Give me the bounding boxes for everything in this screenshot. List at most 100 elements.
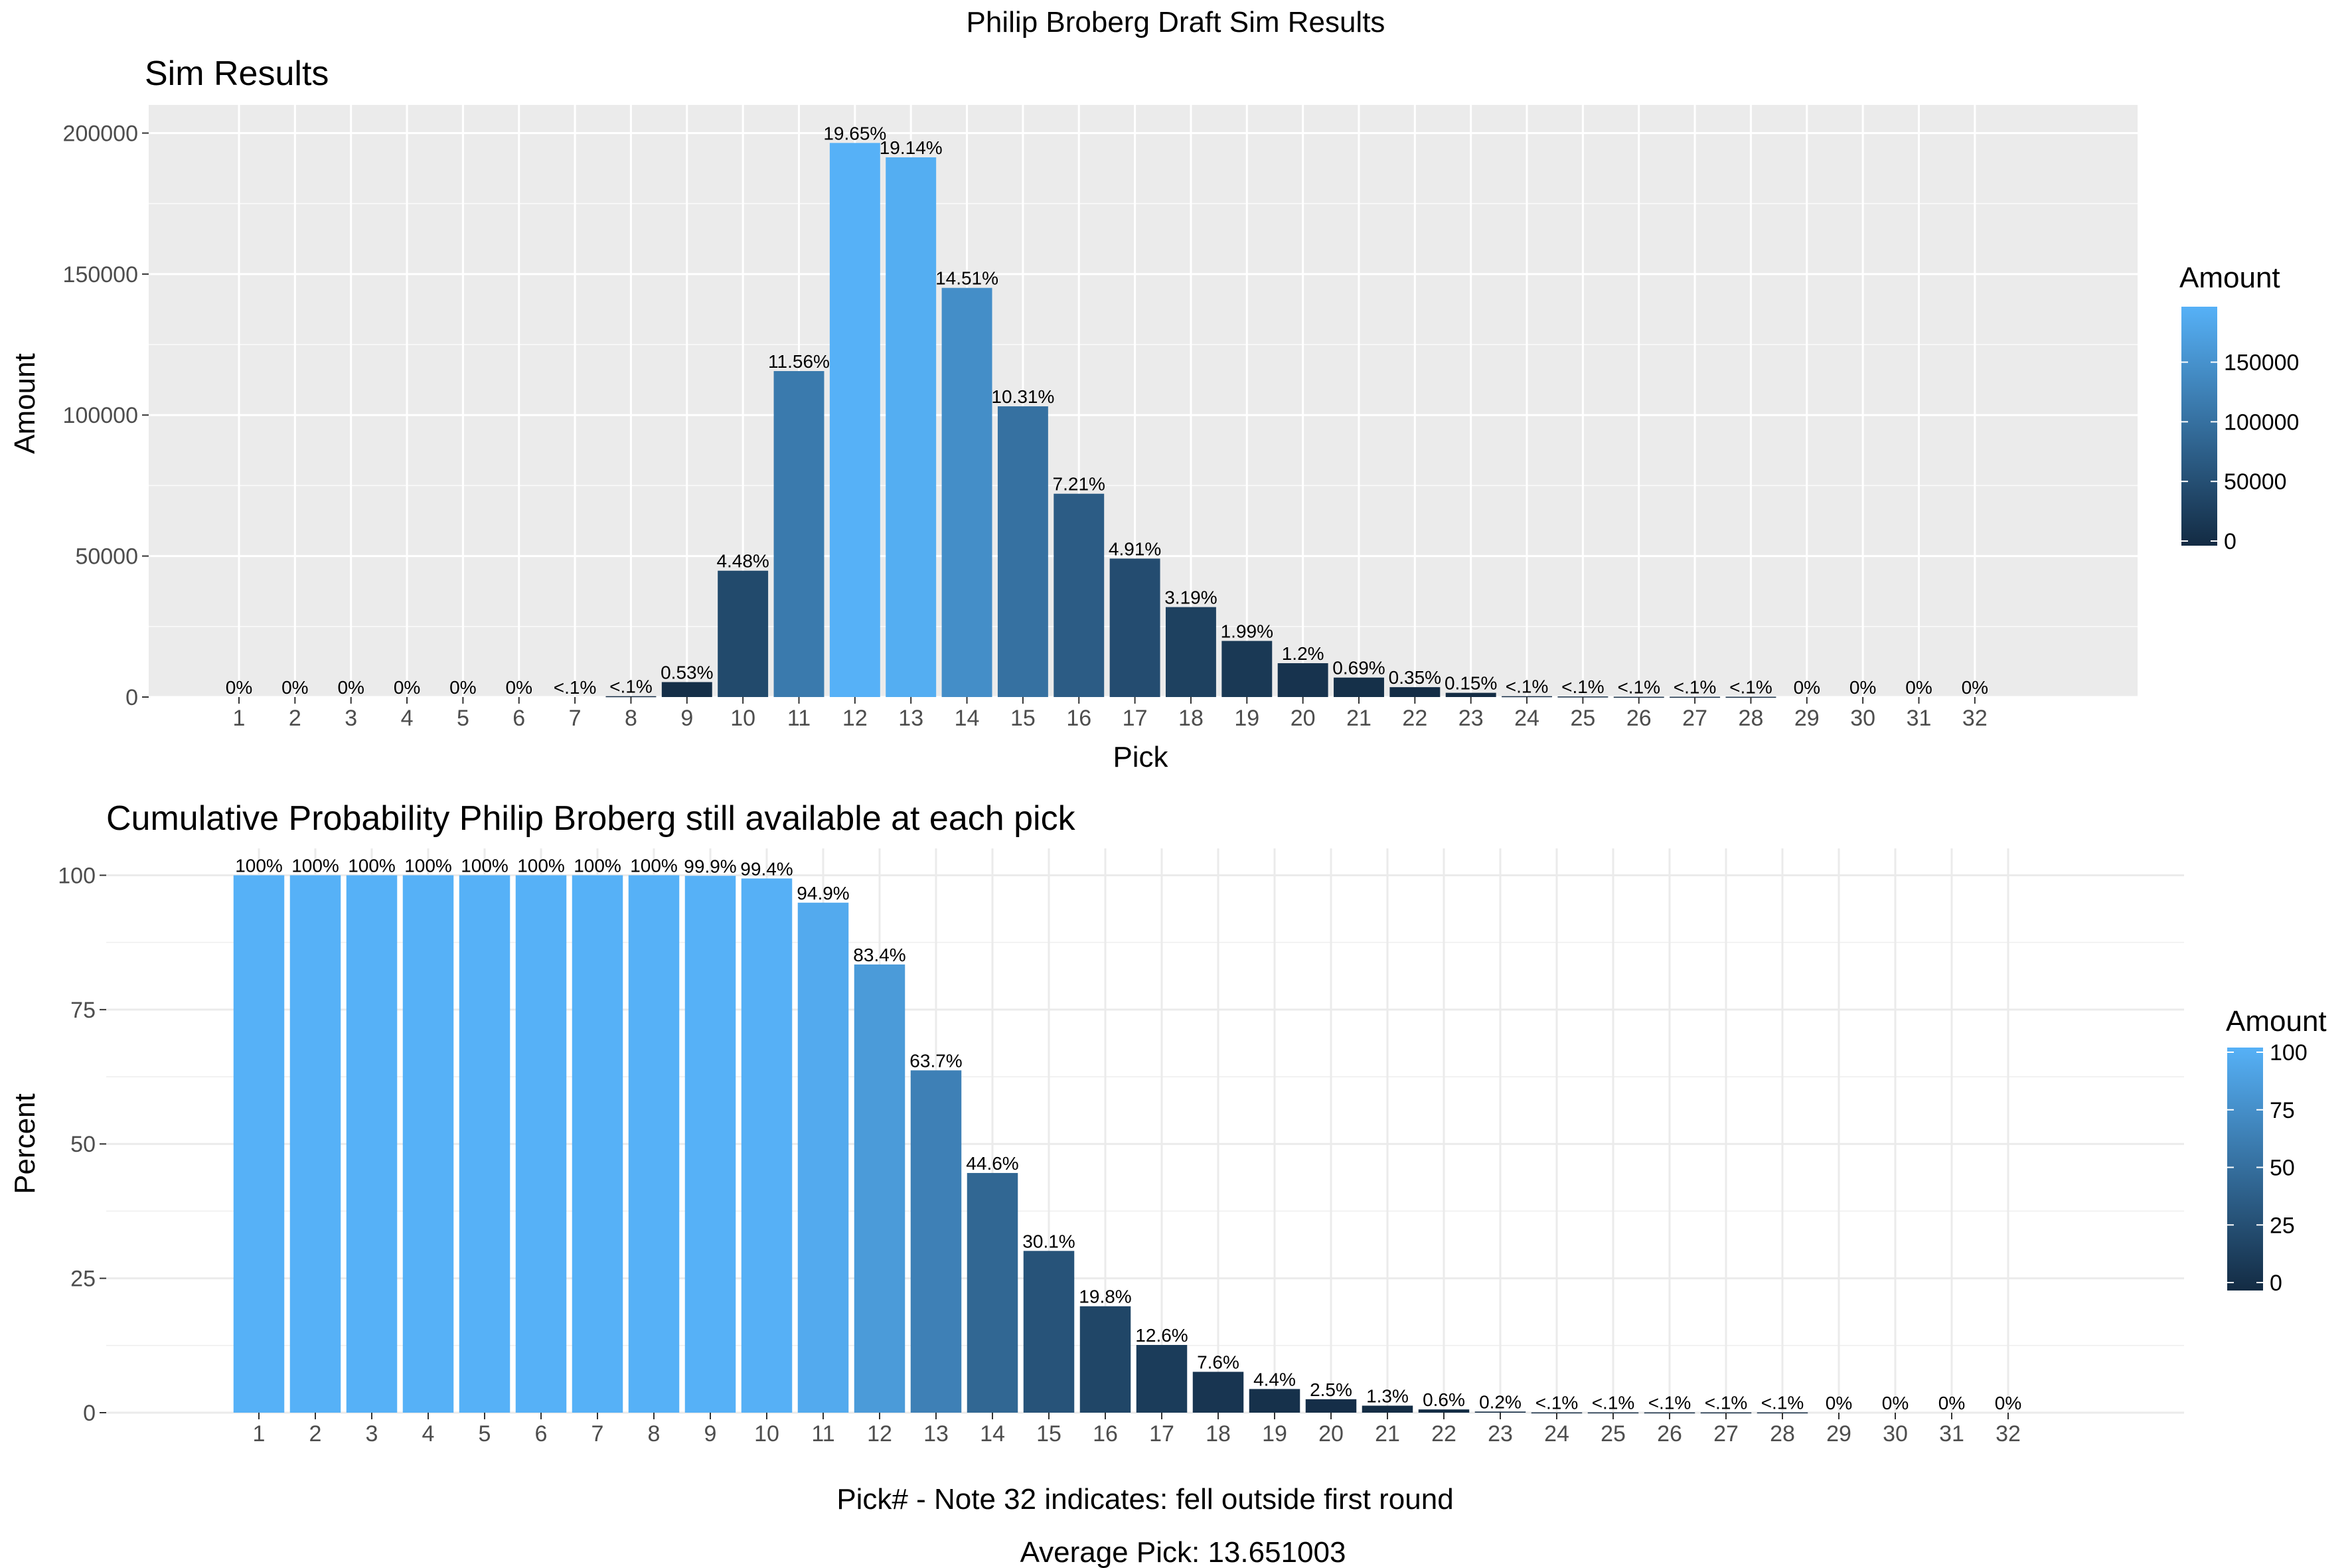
bar-label-5: 0% <box>449 677 476 698</box>
bar-label-8: 100% <box>630 855 678 876</box>
bar-label-6: 100% <box>517 855 565 876</box>
legend-tick-label: 100 <box>2270 1040 2308 1065</box>
x-tick-label: 29 <box>1794 706 1820 731</box>
x-tick-label: 26 <box>1657 1421 1682 1447</box>
bar-label-7: 100% <box>574 855 621 876</box>
x-tick-label: 7 <box>569 706 582 731</box>
x-tick-label: 27 <box>1713 1421 1739 1447</box>
bar-12 <box>854 964 905 1413</box>
bar-22 <box>1389 687 1441 697</box>
x-tick-label: 19 <box>1234 706 1259 731</box>
bar-label-16: 7.21% <box>1053 474 1105 495</box>
bar-24 <box>1502 696 1553 698</box>
y-axis-label: Percent <box>9 1093 41 1194</box>
bar-label-9: 99.9% <box>684 856 736 876</box>
x-tick-label: 24 <box>1514 706 1539 731</box>
bar-18 <box>1165 607 1216 697</box>
y-tick-label: 100000 <box>63 403 138 428</box>
legend-tick-label: 0 <box>2270 1271 2282 1296</box>
y-axis-label: Amount <box>9 353 41 454</box>
bar-label-28: <.1% <box>1729 677 1772 698</box>
legend-tick-label: 100000 <box>2224 410 2299 435</box>
legend-title: Amount <box>2179 262 2280 294</box>
bar-label-22: 0.6% <box>1423 1389 1465 1410</box>
bar-9 <box>684 876 736 1413</box>
x-tick-label: 3 <box>366 1421 378 1447</box>
x-tick-label: 22 <box>1431 1421 1456 1447</box>
bar-17 <box>1136 1345 1188 1413</box>
x-tick-label: 13 <box>898 706 923 731</box>
bars <box>605 143 1776 698</box>
x-tick-label: 1 <box>233 706 246 731</box>
x-tick-label: 9 <box>680 706 693 731</box>
legend-ticks: 0 50000 100000 150000 <box>2181 351 2299 554</box>
y-tick-label: 50 <box>70 1132 96 1157</box>
x-tick-label: 8 <box>625 706 637 731</box>
bar-23 <box>1445 692 1496 697</box>
legend-tick-label: 0 <box>2224 529 2236 554</box>
bar-20 <box>1305 1399 1357 1413</box>
x-tick-label: 22 <box>1402 706 1427 731</box>
bar-label-12: 83.4% <box>853 945 905 965</box>
y-tick-label: 75 <box>70 998 96 1023</box>
bar-label-13: 63.7% <box>909 1050 962 1071</box>
bar-9 <box>661 682 712 697</box>
bar-11 <box>773 370 824 697</box>
legend-colorbar <box>2227 1048 2263 1291</box>
bar-label-32: 0% <box>1962 677 1988 698</box>
bar-14 <box>967 1172 1018 1413</box>
legend: Amount 0 25 50 75 100 <box>2226 1005 2327 1296</box>
bar-label-6: 0% <box>506 677 532 698</box>
legend-title: Amount <box>2226 1005 2327 1038</box>
bar-13 <box>910 1070 962 1413</box>
x-tick-label: 11 <box>787 706 811 731</box>
x-tick-label: 16 <box>1066 706 1091 731</box>
x-tick-label: 8 <box>648 1421 661 1447</box>
average-pick-caption: Average Pick: 13.651003 <box>1020 1536 1346 1568</box>
x-tick-label: 12 <box>842 706 868 731</box>
bar-19 <box>1249 1389 1300 1413</box>
x-tick-label: 21 <box>1375 1421 1400 1447</box>
x-tick-label: 10 <box>754 1421 779 1447</box>
bar-label-3: 0% <box>337 677 364 698</box>
x-tick-label: 23 <box>1488 1421 1513 1447</box>
bar-label-26: <.1% <box>1617 677 1660 698</box>
bar-label-8: <.1% <box>609 676 653 697</box>
bar-23 <box>1474 1411 1526 1413</box>
x-tick-label: 29 <box>1826 1421 1851 1447</box>
bar-label-10: 99.4% <box>740 858 793 879</box>
bar-label-30: 0% <box>1882 1393 1909 1413</box>
bar-label-30: 0% <box>1849 677 1876 698</box>
bar-label-23: 0.2% <box>1479 1391 1522 1412</box>
bar-14 <box>941 287 992 697</box>
legend-tick-label: 25 <box>2270 1213 2295 1238</box>
y-axis: 0 25 50 75 100 <box>58 863 106 1426</box>
bar-8 <box>605 696 657 698</box>
x-axis: 1 2 3 4 5 6 7 8 9 10 11 12 13 14 15 16 17 18 19 20 21 22 23 24 2… <box>233 697 1988 731</box>
bar-label-11: 94.9% <box>797 883 849 903</box>
bar-label-25: <.1% <box>1592 1393 1635 1413</box>
bar-6 <box>515 875 567 1413</box>
legend: Amount 0 50000 100000 150000 <box>2179 262 2299 554</box>
y-tick-label: 200000 <box>63 121 138 146</box>
x-tick-label: 17 <box>1149 1421 1174 1447</box>
bar-label-15: 30.1% <box>1022 1231 1075 1251</box>
bar-19 <box>1221 641 1273 697</box>
y-tick-label: 150000 <box>63 262 138 287</box>
chart-title: Cumulative Probability Philip Broberg st… <box>106 799 1076 838</box>
x-tick-label: 12 <box>867 1421 892 1447</box>
x-axis-label: Pick <box>1113 741 1168 773</box>
bar-label-17: 12.6% <box>1135 1325 1188 1346</box>
x-tick-label: 1 <box>253 1421 266 1447</box>
x-tick-label: 20 <box>1291 706 1316 731</box>
bar-label-14: 14.51% <box>935 268 998 289</box>
x-tick-label: 11 <box>811 1421 834 1447</box>
sim-results-chart: Sim Results 0% 0% 0% 0% 0% 0% <.1% <.1% 0.53% 4.4… <box>9 54 2299 773</box>
bar-label-2: 100% <box>291 855 339 876</box>
x-tick-label: 18 <box>1206 1421 1231 1447</box>
y-tick-label: 0 <box>125 685 138 710</box>
bar-22 <box>1418 1409 1470 1413</box>
bar-label-15: 10.31% <box>991 386 1054 407</box>
x-tick-label: 19 <box>1262 1421 1287 1447</box>
